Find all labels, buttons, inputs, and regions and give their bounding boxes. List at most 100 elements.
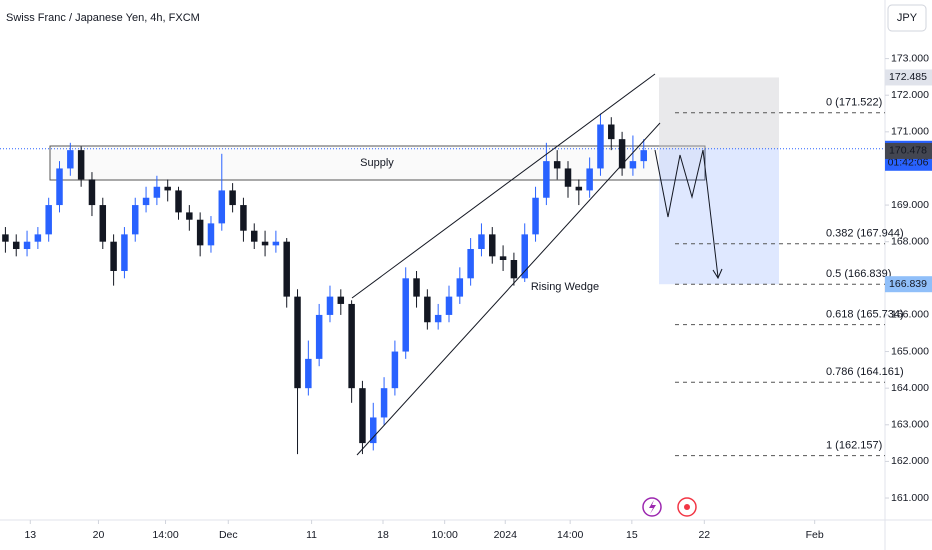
price-tag-label: 172.485 [889, 71, 927, 83]
candle-body [391, 351, 399, 389]
candle-body [629, 161, 637, 169]
x-tick-label: 20 [93, 529, 105, 541]
currency-label[interactable]: JPY [897, 12, 918, 24]
price-tag-countdown: 01:42:06 [888, 157, 929, 169]
candle-body [499, 256, 507, 260]
x-tick-label: 14:00 [557, 529, 583, 541]
price-tag-label: 170.478 [889, 145, 927, 157]
currency-button[interactable] [887, 4, 927, 32]
price-tag [885, 276, 932, 293]
candle-body [640, 150, 647, 162]
candle-body [23, 241, 31, 250]
y-tick-label: 172.000 [891, 89, 929, 101]
y-tick-label: 169.000 [891, 199, 929, 211]
x-tick-label: 15 [626, 529, 638, 541]
x-tick-label: 13 [24, 529, 36, 541]
candle-body [553, 161, 561, 169]
candle-body [521, 234, 528, 279]
event-icon-dot [684, 504, 690, 510]
fib-level-label: 0.786 (164.161) [826, 366, 904, 378]
candle-body [164, 186, 171, 191]
reward-box [659, 148, 779, 285]
candle-body [370, 417, 377, 444]
candle-body [489, 234, 496, 257]
candle-body [34, 234, 42, 242]
candle-body [121, 234, 128, 271]
x-tick-label: 18 [377, 529, 389, 541]
event-icon-bolt [649, 500, 656, 514]
supply-zone [49, 145, 706, 181]
y-tick-label: 163.000 [891, 419, 929, 431]
price-tag [885, 69, 932, 86]
fib-level-label: 0.618 (165.734) [826, 309, 904, 321]
candle-body [142, 197, 150, 206]
candle-body [359, 388, 366, 444]
fib-level-label: 1 (162.157) [826, 440, 882, 452]
x-tick-label: 10:00 [432, 529, 458, 541]
candle-body [251, 230, 258, 242]
candle-body [564, 168, 572, 187]
price-tag [885, 142, 932, 159]
x-tick-label: Feb [806, 529, 824, 541]
candle-body [240, 205, 247, 231]
candle-body [424, 296, 431, 323]
candle-body [272, 241, 280, 246]
candle-body [261, 241, 269, 246]
candle-body [413, 278, 420, 297]
candle-body [186, 212, 193, 220]
candle-body [2, 234, 9, 242]
candle-body [467, 249, 474, 279]
candle-body [88, 179, 96, 206]
projection-path [654, 149, 719, 278]
chart-title: Swiss Franc / Japanese Yen, 4h, FXCM [6, 12, 200, 24]
y-tick-label: 173.000 [891, 52, 929, 64]
candle-body [207, 223, 215, 246]
candle-body [618, 139, 626, 169]
wedge-upper-line [351, 73, 656, 299]
x-tick-label: 2024 [494, 529, 518, 541]
candle-body [543, 161, 550, 198]
candle-body [99, 205, 107, 242]
candle-body [434, 314, 442, 323]
candle-body [478, 234, 485, 250]
x-tick-label: 22 [698, 529, 710, 541]
candle-body [294, 296, 301, 389]
x-tick-label: 11 [306, 529, 317, 541]
y-tick-label: 168.000 [891, 235, 929, 247]
candle-body [445, 296, 453, 315]
candle-body [608, 124, 615, 140]
wedge-label: Rising Wedge [531, 281, 599, 293]
y-tick-label: 166.000 [891, 309, 929, 321]
y-tick-label: 161.000 [891, 492, 929, 504]
candle-body [597, 124, 604, 169]
candle-body [380, 388, 388, 418]
candle-body [153, 186, 161, 198]
candle-body [283, 241, 290, 297]
candle-body [12, 241, 20, 250]
candle-body [337, 296, 345, 304]
y-tick-label: 171.000 [891, 126, 929, 138]
candle-body [218, 190, 226, 224]
candle-body [326, 296, 334, 315]
candle-body [56, 168, 63, 206]
y-tick-label: 162.000 [891, 455, 929, 467]
candle-body [196, 219, 204, 246]
candle-body [110, 241, 117, 271]
candle-body [348, 303, 355, 389]
candle-body [510, 260, 518, 279]
fib-level-label: 0 (171.522) [826, 97, 882, 109]
candle-body [67, 150, 74, 169]
candle-body [305, 358, 312, 389]
projection-arrowhead [712, 268, 723, 280]
supply-label: Supply [360, 157, 394, 169]
candle-body [586, 168, 593, 191]
candle-body [45, 205, 52, 235]
fib-level-label: 0.382 (167.944) [826, 228, 904, 240]
candle-body [315, 314, 323, 359]
x-tick-label: 14:00 [152, 529, 178, 541]
fib-level-label: 0.5 (166.839) [826, 268, 891, 280]
candle-body [532, 197, 539, 235]
y-tick-label: 164.000 [891, 382, 929, 394]
